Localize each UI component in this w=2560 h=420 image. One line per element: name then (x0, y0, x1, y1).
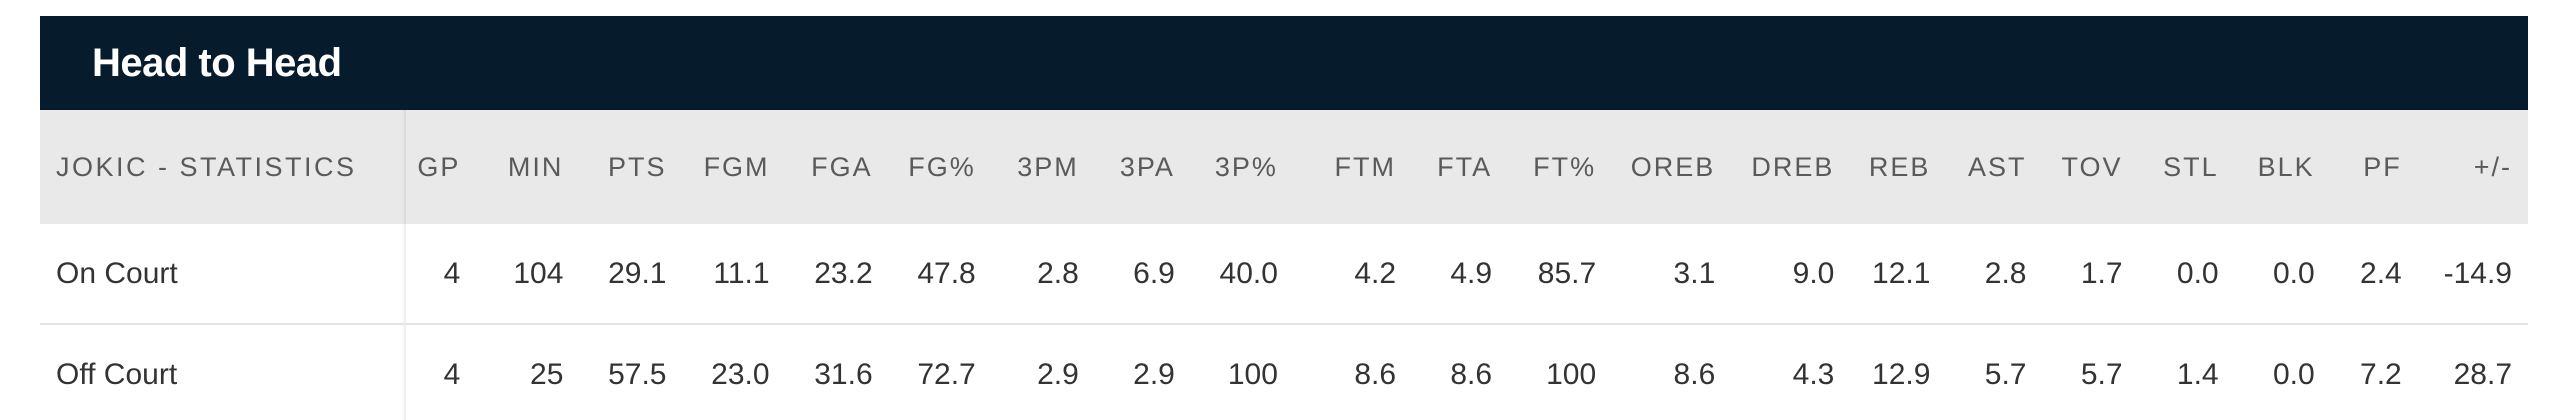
cell-min: 104 (513, 256, 564, 290)
column-header-stl[interactable]: STL (2163, 151, 2219, 182)
cell-fta: 8.6 (1450, 357, 1493, 391)
stats-table: JOKIC - STATISTICS GP MIN PTS FGM FGA FG… (40, 110, 2528, 420)
column-header-plus-minus[interactable]: +/- (2473, 151, 2512, 182)
cell-fg-pct: 72.7 (917, 357, 976, 391)
cell-stl: 1.4 (2176, 357, 2219, 391)
column-header-min[interactable]: MIN (507, 151, 564, 182)
cell-pf: 2.4 (2360, 256, 2402, 290)
column-header-3pm[interactable]: 3PM (1017, 151, 1079, 182)
cell-fta: 4.9 (1450, 256, 1493, 290)
cell-oreb: 3.1 (1673, 256, 1716, 290)
cell-pts: 29.1 (608, 256, 667, 290)
cell-fga: 31.6 (814, 357, 873, 391)
cell-dreb: 4.3 (1792, 357, 1835, 391)
cell-plus-minus: -14.9 (2443, 256, 2512, 290)
cell-plus-minus: 28.7 (2453, 357, 2512, 391)
cell-tov: 5.7 (2080, 357, 2123, 391)
column-header-label: JOKIC - STATISTICS (40, 110, 406, 224)
cell-blk: 0.0 (2272, 256, 2315, 290)
column-header-fgm[interactable]: FGM (703, 151, 770, 182)
cell-3pa: 2.9 (1133, 357, 1175, 391)
column-header-tov[interactable]: TOV (2061, 151, 2123, 182)
cell-stl: 0.0 (2176, 256, 2219, 290)
cell-3p-pct: 40.0 (1219, 256, 1278, 290)
column-header-blk[interactable]: BLK (2257, 151, 2315, 182)
cell-ftm: 4.2 (1354, 256, 1397, 290)
column-header-dreb[interactable]: DREB (1751, 151, 1835, 182)
column-header-ast[interactable]: AST (1967, 151, 2027, 182)
row-label: Off Court (40, 324, 406, 420)
cell-ast: 5.7 (1984, 357, 2027, 391)
column-header-3p-pct[interactable]: 3P% (1214, 151, 1278, 182)
column-header-ft-pct[interactable]: FT% (1533, 151, 1597, 182)
cell-blk: 0.0 (2272, 357, 2315, 391)
cell-min: 25 (530, 357, 564, 391)
cell-3pa: 6.9 (1133, 256, 1175, 290)
cell-pts: 57.5 (608, 357, 667, 391)
cell-reb: 12.1 (1872, 256, 1931, 290)
widget-header: Head to Head (40, 16, 2528, 110)
column-header-fg-pct[interactable]: FG% (908, 151, 976, 182)
column-header-oreb[interactable]: OREB (1630, 151, 1716, 182)
cell-dreb: 9.0 (1792, 256, 1835, 290)
column-header-gp[interactable]: GP (417, 151, 461, 182)
cell-oreb: 8.6 (1673, 357, 1716, 391)
cell-pf: 7.2 (2360, 357, 2402, 391)
column-header-reb[interactable]: REB (1868, 151, 1931, 182)
column-header-pf[interactable]: PF (2363, 151, 2402, 182)
cell-reb: 12.9 (1872, 357, 1931, 391)
cell-3pm: 2.9 (1037, 357, 1079, 391)
cell-gp: 4 (443, 256, 461, 290)
table-row-on-court: On Court 4 104 29.1 11.1 23.2 47.8 2.8 6… (40, 224, 2528, 324)
column-header-3pa[interactable]: 3PA (1119, 151, 1175, 182)
column-header-ftm[interactable]: FTM (1334, 151, 1397, 182)
column-header-row: JOKIC - STATISTICS GP MIN PTS FGM FGA FG… (40, 110, 2528, 224)
cell-3pm: 2.8 (1037, 256, 1079, 290)
table-row-off-court: Off Court 4 25 57.5 23.0 31.6 72.7 2.9 2… (40, 324, 2528, 420)
cell-ft-pct: 85.7 (1537, 256, 1597, 290)
cell-tov: 1.7 (2080, 256, 2123, 290)
cell-fgm: 11.1 (713, 256, 770, 290)
head-to-head-widget: Head to Head (40, 16, 2528, 420)
cell-gp: 4 (443, 357, 461, 391)
cell-fga: 23.2 (814, 256, 873, 290)
widget-title: Head to Head (92, 40, 342, 85)
cell-fgm: 23.0 (711, 357, 770, 391)
column-header-fta[interactable]: FTA (1437, 151, 1493, 182)
cell-ast: 2.8 (1984, 256, 2027, 290)
cell-fg-pct: 47.8 (917, 256, 976, 290)
column-header-fga[interactable]: FGA (811, 151, 873, 182)
row-label: On Court (40, 224, 406, 324)
column-header-pts[interactable]: PTS (607, 151, 667, 182)
cell-3p-pct: 100 (1227, 357, 1278, 391)
cell-ft-pct: 100 (1546, 357, 1597, 391)
cell-ftm: 8.6 (1354, 357, 1397, 391)
